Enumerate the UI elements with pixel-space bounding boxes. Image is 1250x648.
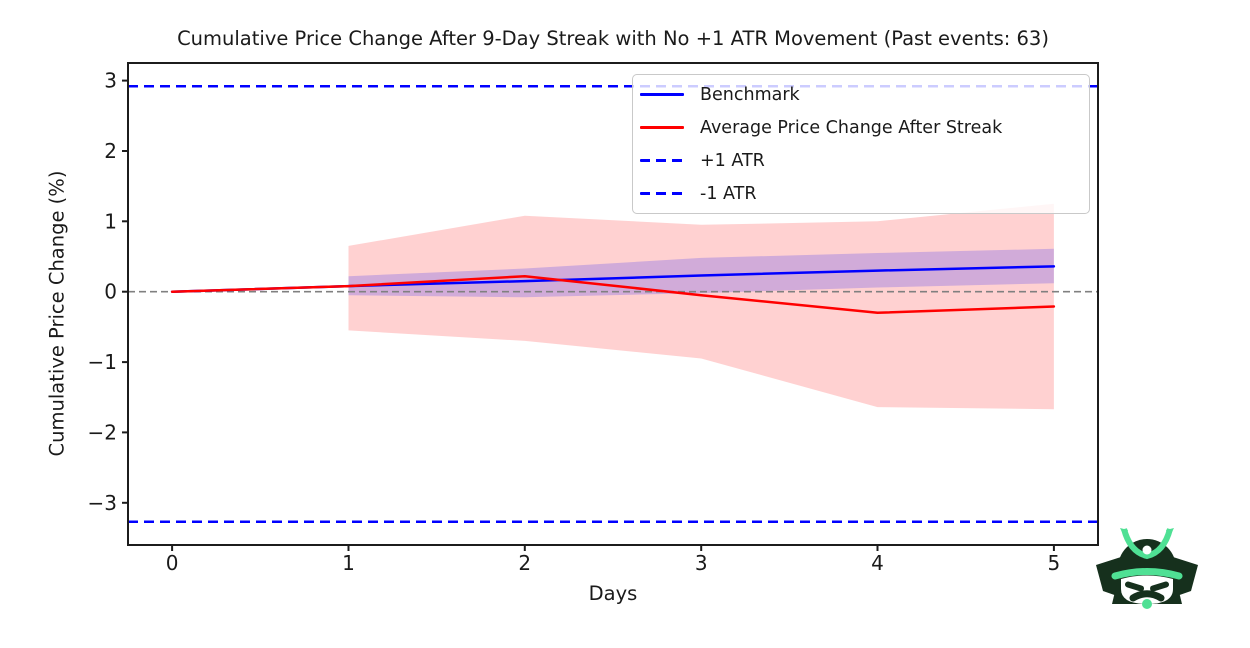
legend-item-minus-1-atr: -1 ATR <box>640 177 1079 210</box>
y-tick-label: −1 <box>88 350 117 374</box>
legend-benchmark-line-sample <box>640 93 684 96</box>
legend-plus-atr-dashed-sample <box>640 159 684 162</box>
logo-right-eye <box>1150 581 1169 592</box>
x-tick-label: 1 <box>342 551 355 575</box>
legend-minus-atr-label: -1 ATR <box>700 183 757 204</box>
logo-crest-tip-left <box>1120 528 1128 538</box>
legend-item-average-price-change: Average Price Change After Streak <box>640 111 1079 144</box>
legend-average-label: Average Price Change After Streak <box>700 117 1003 138</box>
samurai-logo-icon <box>1096 528 1198 609</box>
average-price-change-band <box>348 203 1054 410</box>
y-axis-label: Cumulative Price Change (%) <box>45 170 69 457</box>
legend: Benchmark Average Price Change After Str… <box>632 74 1090 214</box>
x-tick-label: 5 <box>1048 551 1061 575</box>
x-tick-label: 3 <box>695 551 708 575</box>
legend-minus-atr-dashed-sample <box>640 192 684 195</box>
logo-chin <box>1142 599 1152 609</box>
legend-average-line-sample <box>640 126 684 129</box>
average-price-change-line <box>170 274 1056 315</box>
x-axis-label: Days <box>588 582 638 605</box>
x-tick-label: 4 <box>871 551 884 575</box>
x-tick-label: 2 <box>518 551 531 575</box>
chart-title: Cumulative Price Change After 9-Day Stre… <box>177 27 1049 50</box>
benchmark-band <box>348 248 1054 298</box>
logo-circle-ornament <box>1142 545 1152 555</box>
x-tick-label: 0 <box>166 551 179 575</box>
y-tick-label: −3 <box>88 491 117 515</box>
legend-plus-atr-label: +1 ATR <box>700 150 765 171</box>
legend-item-benchmark: Benchmark <box>640 78 1079 111</box>
legend-benchmark-label: Benchmark <box>700 84 800 105</box>
logo-mustache <box>1129 590 1165 602</box>
y-tick-label: −2 <box>88 420 117 444</box>
y-tick-label: 3 <box>104 69 117 93</box>
logo-crest-tip-right <box>1166 528 1174 538</box>
y-tick-label: 2 <box>104 139 117 163</box>
logo-brim <box>1111 568 1183 580</box>
axes-spines <box>127 62 1099 546</box>
legend-item-plus-1-atr: +1 ATR <box>640 144 1079 177</box>
logo-left-eye <box>1125 581 1144 592</box>
y-tick-label: 1 <box>104 209 117 233</box>
y-tick-label: 0 <box>104 280 117 304</box>
logo-crest <box>1121 528 1173 560</box>
